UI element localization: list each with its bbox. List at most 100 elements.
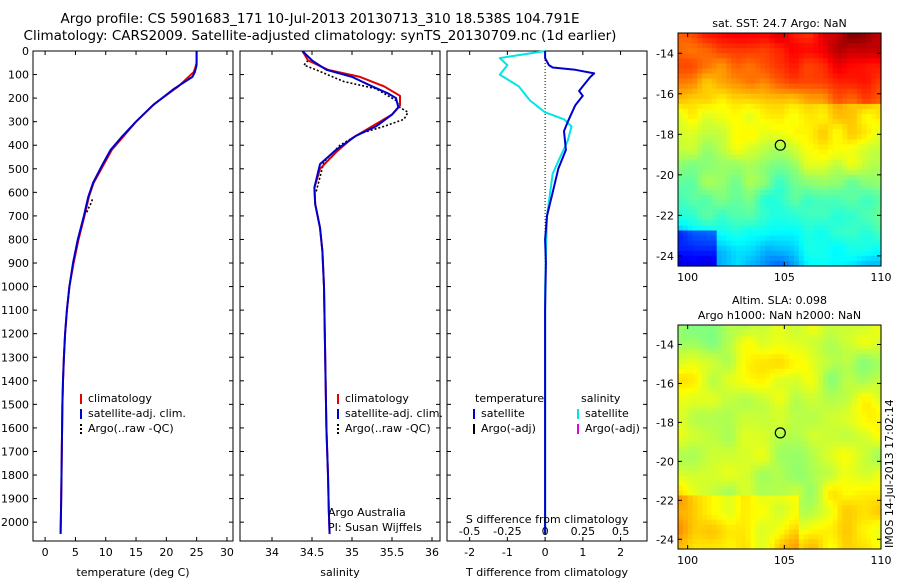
map-cell <box>740 134 747 140</box>
map-cell <box>760 422 766 428</box>
map-cell <box>789 514 795 521</box>
map-cell <box>856 480 863 487</box>
map-cell <box>745 260 752 267</box>
map-cell <box>876 235 882 242</box>
map-cell <box>731 159 737 166</box>
map-cell <box>726 195 732 201</box>
map-cell <box>731 210 737 216</box>
map-cell <box>774 485 781 492</box>
map-cell <box>837 539 843 545</box>
map-cell <box>871 215 877 222</box>
map-cell <box>784 139 790 146</box>
map-cell <box>702 490 708 497</box>
map-cell <box>678 514 684 521</box>
map-cell <box>856 529 863 535</box>
map-cell <box>847 334 853 341</box>
map-cell <box>702 539 708 545</box>
map-cell <box>774 422 781 428</box>
map-cell <box>755 529 761 535</box>
map-cell <box>745 466 752 472</box>
map-cell <box>856 422 863 428</box>
map-cell <box>774 514 781 521</box>
map-cell <box>682 68 689 75</box>
map-cell <box>736 108 742 115</box>
map-cell <box>827 220 834 227</box>
map-cell <box>856 505 863 511</box>
map-cell <box>871 354 877 360</box>
map-cell <box>682 53 689 59</box>
map-cell <box>827 58 834 64</box>
map-cell <box>876 422 882 428</box>
map-cell <box>697 359 703 365</box>
map-cell <box>774 441 781 448</box>
map-cell <box>682 485 689 492</box>
legend-label: satellite-adj. clim. <box>88 407 186 420</box>
map-cell <box>682 383 689 389</box>
map-cell <box>716 510 723 516</box>
map-cell <box>798 451 805 458</box>
map-cell <box>721 58 727 64</box>
map-cell <box>832 461 839 467</box>
map-cell <box>827 524 834 531</box>
map-cell <box>687 235 694 242</box>
map-cell <box>818 490 824 497</box>
map-cell <box>750 378 756 385</box>
map-cell <box>740 210 747 216</box>
map-cell <box>866 38 872 44</box>
map-cell <box>803 78 810 85</box>
map-cell <box>678 119 684 125</box>
map-cell <box>784 325 790 331</box>
map-cell <box>697 190 703 196</box>
map-cell <box>755 344 761 350</box>
map-cell <box>774 539 781 545</box>
map-cell <box>687 514 694 521</box>
map-cell <box>803 38 810 44</box>
map-cell <box>861 519 868 526</box>
map-cell <box>731 461 737 467</box>
map-cell <box>716 255 723 262</box>
map-cell <box>876 412 882 419</box>
map-cell <box>678 88 684 95</box>
map-cell <box>682 245 689 252</box>
map-cell <box>702 164 708 171</box>
map-cell <box>755 349 761 355</box>
map-cell <box>687 519 694 526</box>
map-cell <box>750 195 756 201</box>
map-cell <box>682 490 689 497</box>
map-cell <box>842 220 848 227</box>
map-cell <box>813 250 819 257</box>
map-cell <box>721 205 727 211</box>
map-cell <box>736 159 742 166</box>
map-cell <box>711 144 718 151</box>
map-cell <box>837 461 843 467</box>
map-cell <box>813 134 819 140</box>
map-cell <box>721 407 727 414</box>
map-cell <box>823 539 829 545</box>
map-cell <box>692 154 698 161</box>
map-cell <box>827 368 834 375</box>
map-cell <box>866 210 872 216</box>
map-cell <box>852 378 858 385</box>
map-cell <box>721 349 727 355</box>
map-cell <box>731 184 737 191</box>
map-cell <box>827 184 834 191</box>
map-cell <box>760 169 766 176</box>
map-cell <box>692 68 698 75</box>
map-cell <box>745 164 752 171</box>
map-cell <box>803 53 810 59</box>
map-cell <box>731 114 737 120</box>
map-sst <box>678 33 882 267</box>
map-cell <box>731 144 737 151</box>
map-cell <box>818 124 824 130</box>
map-cell <box>808 490 814 497</box>
map-cell <box>856 235 863 242</box>
map-cell <box>798 383 805 389</box>
map-cell <box>794 179 800 186</box>
map-cell <box>866 378 872 385</box>
map-cell <box>852 451 858 458</box>
map-cell <box>721 412 727 419</box>
map-cell <box>852 519 858 526</box>
map-cell <box>731 437 737 443</box>
map-cell <box>827 398 834 404</box>
map-cell <box>678 417 684 423</box>
